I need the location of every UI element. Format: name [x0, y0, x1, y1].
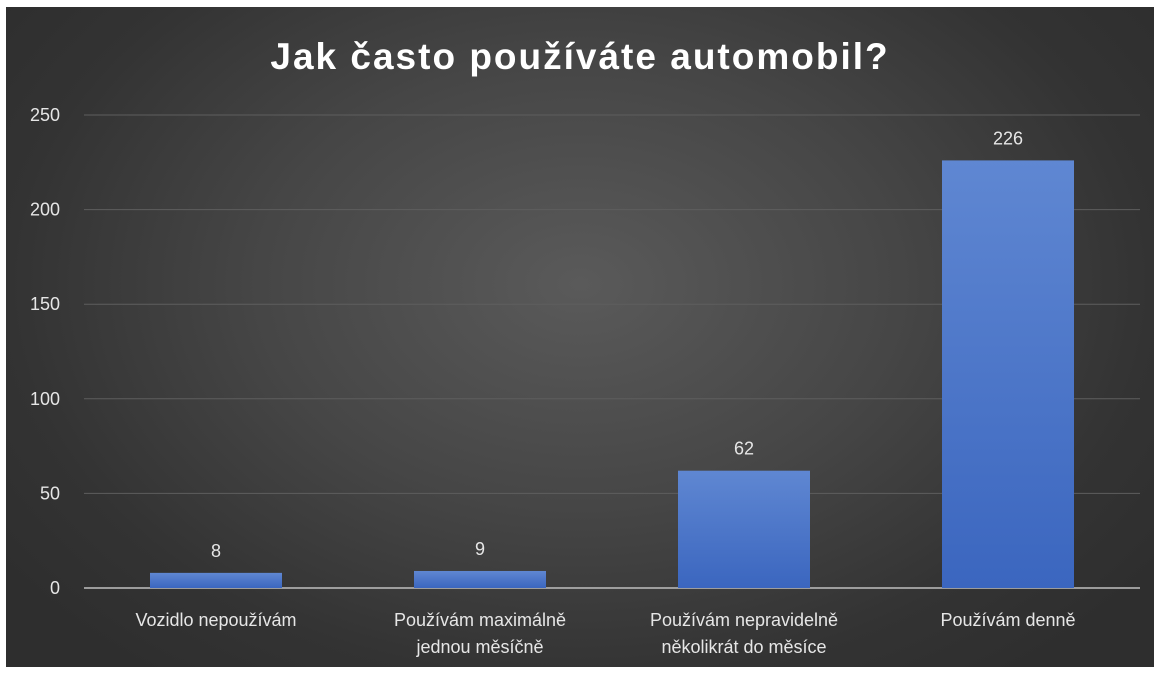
data-label: 226 — [993, 128, 1023, 148]
x-category-label-line: Používám maximálně — [394, 610, 566, 630]
bar — [678, 470, 810, 588]
x-category-label-line: několikrát do měsíce — [661, 637, 826, 657]
x-category-label-line: Používám nepravidelně — [650, 610, 838, 630]
data-label: 8 — [211, 541, 221, 561]
data-labels: 8 9 62 226 — [211, 128, 1023, 560]
bar — [150, 572, 282, 588]
bar — [942, 160, 1074, 588]
x-category-label-line: Vozidlo nepoužívám — [135, 610, 296, 630]
y-axis-ticks: 0 50 100 150 200 250 — [30, 105, 60, 598]
x-category-label: Používám maximálně jednou měsíčně — [394, 610, 566, 657]
bar-chart: Jak často používáte automobil? 0 50 100 150… — [30, 36, 1140, 657]
bar — [414, 570, 546, 588]
y-tick-label: 250 — [30, 105, 60, 125]
data-label: 62 — [734, 439, 754, 459]
y-tick-label: 0 — [50, 578, 60, 598]
chart-frame: Jak často používáte automobil? 0 50 100 150… — [6, 7, 1154, 667]
x-category-label-line: jednou měsíčně — [415, 637, 543, 657]
y-tick-label: 200 — [30, 200, 60, 220]
y-tick-label: 100 — [30, 389, 60, 409]
x-category-label: Používám nepravidelně několikrát do měsíc… — [650, 610, 838, 657]
x-category-label: Vozidlo nepoužívám — [135, 610, 296, 630]
x-axis-categories: Vozidlo nepoužívám Používám maximálně jedn… — [135, 610, 1075, 657]
x-category-label: Používám denně — [940, 610, 1075, 630]
data-label: 9 — [475, 539, 485, 559]
y-tick-label: 150 — [30, 294, 60, 314]
x-category-label-line: Používám denně — [940, 610, 1075, 630]
bars — [150, 160, 1074, 588]
chart-title: Jak často používáte automobil? — [270, 36, 889, 77]
y-tick-label: 50 — [40, 483, 60, 503]
